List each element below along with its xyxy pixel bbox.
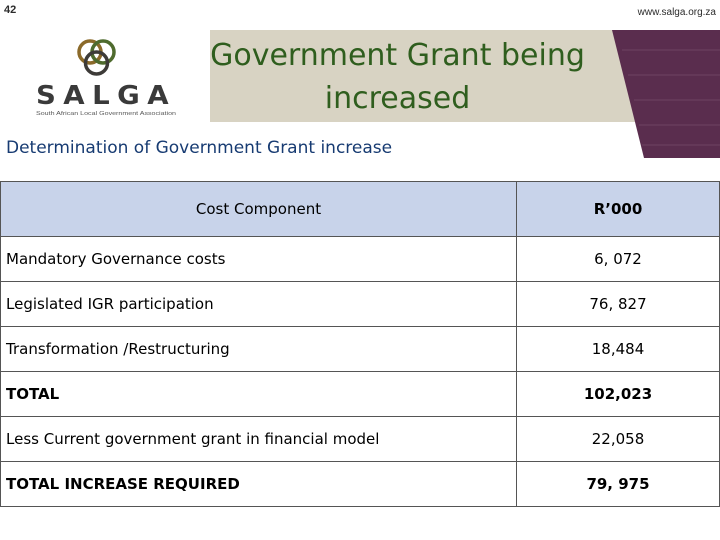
row-value: 79, 975 (516, 461, 720, 507)
section-subtitle: Determination of Government Grant increa… (6, 138, 393, 158)
page-title: Government Grant being increased (210, 38, 585, 116)
table-row: Transformation /Restructuring 18,484 (0, 326, 720, 372)
website-url[interactable]: www.salga.org.za (637, 7, 716, 18)
table-row: Less Current government grant in financi… (0, 416, 720, 462)
row-value: 22,058 (516, 416, 720, 462)
row-component: TOTAL (0, 371, 517, 417)
svg-text:SALGA: SALGA (36, 81, 176, 111)
table-row: Legislated IGR participation 76, 827 (0, 281, 720, 327)
row-component: Less Current government grant in financi… (0, 416, 517, 462)
table-row-total: TOTAL 102,023 (0, 371, 720, 417)
slide-number: 42 (4, 4, 17, 16)
row-component: Transformation /Restructuring (0, 326, 517, 372)
row-component: Legislated IGR participation (0, 281, 517, 327)
table-header-row: Cost Component R’000 (0, 181, 720, 237)
row-component: Mandatory Governance costs (0, 236, 517, 282)
header-cost-component: Cost Component (0, 181, 517, 237)
cost-table: Cost Component R’000 Mandatory Governanc… (0, 181, 720, 507)
table-row-total-increase: TOTAL INCREASE REQUIRED 79, 975 (0, 461, 720, 507)
row-component: TOTAL INCREASE REQUIRED (0, 461, 517, 507)
row-value: 102,023 (516, 371, 720, 417)
row-value: 76, 827 (516, 281, 720, 327)
decorative-purple-shape (612, 30, 720, 158)
header-r000: R’000 (516, 181, 720, 237)
salga-logo: SALGA South African Local Government Ass… (0, 30, 210, 122)
row-value: 6, 072 (516, 236, 720, 282)
table-row: Mandatory Governance costs 6, 072 (0, 236, 720, 282)
svg-text:South African Local Government: South African Local Government Associati… (36, 111, 176, 117)
row-value: 18,484 (516, 326, 720, 372)
logo-emblem-icon (77, 39, 116, 76)
